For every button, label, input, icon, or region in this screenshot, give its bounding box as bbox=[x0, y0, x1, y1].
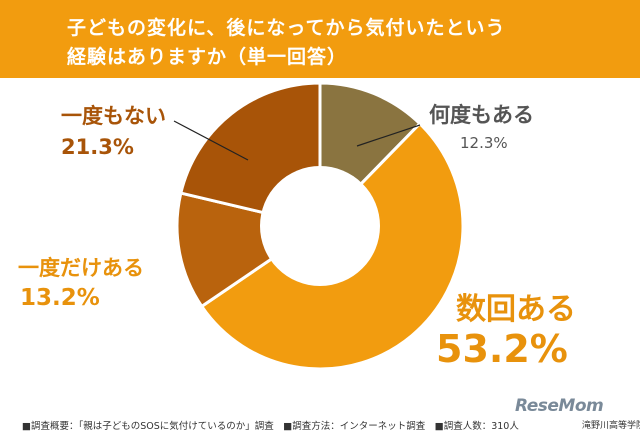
leader-line-nanido bbox=[356, 124, 421, 147]
label-nanido-value: 12.3% bbox=[460, 134, 508, 152]
chart-title-line-1: 子どもの変化に、後になってから気付いたという bbox=[67, 17, 506, 39]
donut-hole bbox=[260, 166, 380, 286]
label-nanido-name: 何度もある bbox=[429, 103, 534, 127]
leader-line-ichido-mo bbox=[173, 120, 249, 161]
label-suukai-value: 53.2% bbox=[436, 327, 568, 371]
survey-note: ■調査概要：「親は子どものSOSに気付けているのか」調査 ■調査方法：インターネ… bbox=[22, 421, 519, 432]
label-ichido-mo-value: 21.3% bbox=[61, 135, 134, 159]
chart-title-line-2: 経験はありますか（単一回答） bbox=[67, 46, 348, 68]
donut-chart bbox=[173, 81, 465, 371]
chart-title-banner: 子どもの変化に、後になってから気付いたという 経験はありますか（単一回答） bbox=[0, 0, 640, 78]
label-ichido-dake-name: 一度だけある bbox=[18, 256, 144, 280]
source-credit: 滝野川高等学院 bbox=[582, 421, 640, 431]
resemom-logo: ReseMom bbox=[515, 396, 604, 416]
label-ichido-dake-value: 13.2% bbox=[20, 285, 100, 311]
footer: ■調査概要：「親は子どものSOSに気付けているのか」調査 ■調査方法：インターネ… bbox=[0, 396, 640, 436]
label-ichido-mo-name: 一度もない bbox=[61, 104, 166, 128]
label-suukai-name: 数回ある bbox=[456, 292, 576, 327]
